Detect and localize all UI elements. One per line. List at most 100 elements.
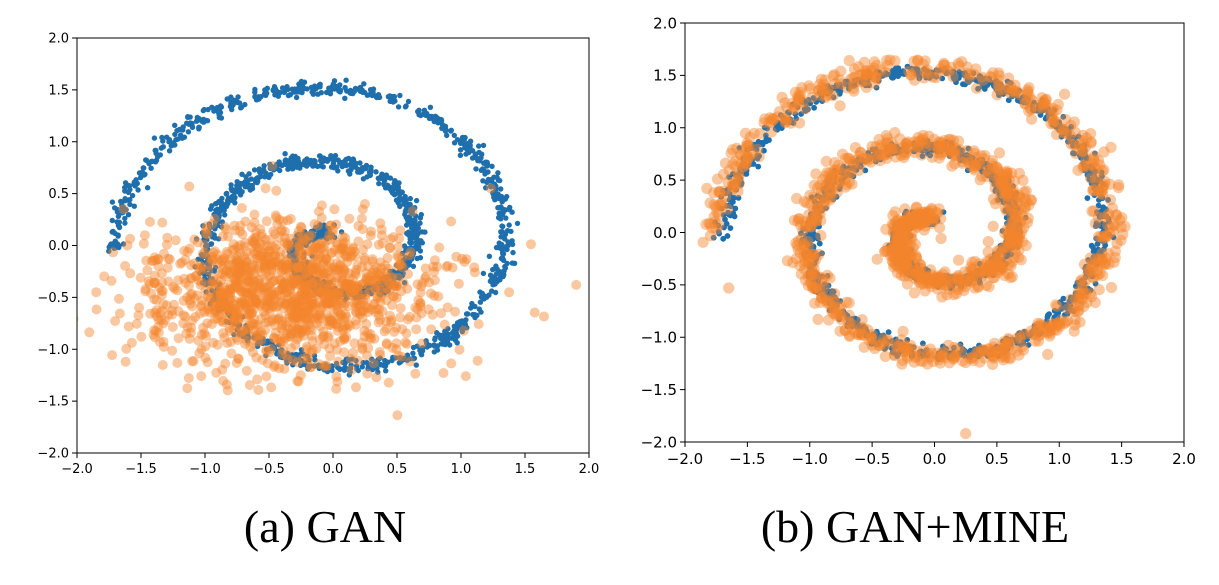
point-generated xyxy=(321,288,332,299)
point-generated xyxy=(194,348,205,359)
point-real xyxy=(480,142,487,149)
point-generated xyxy=(308,307,319,318)
point-generated xyxy=(262,247,272,258)
point-generated xyxy=(274,363,285,374)
point-generated xyxy=(360,293,371,304)
point-generated xyxy=(222,385,233,396)
point-generated xyxy=(136,331,147,342)
point-generated xyxy=(322,315,333,326)
series-generated xyxy=(77,161,582,421)
y-tick-label: 2.0 xyxy=(48,32,69,47)
point-real xyxy=(359,294,365,300)
point-generated xyxy=(299,312,310,323)
point-generated xyxy=(217,263,228,274)
point-generated xyxy=(230,277,241,288)
point-generated xyxy=(412,304,423,315)
point-real xyxy=(311,87,317,94)
point-real xyxy=(459,137,465,143)
point-generated xyxy=(219,299,230,310)
point-generated xyxy=(352,260,363,271)
point-generated xyxy=(207,218,218,229)
point-real xyxy=(288,162,294,169)
point-generated xyxy=(259,282,270,293)
point-generated xyxy=(210,298,220,309)
point-generated xyxy=(254,275,265,286)
point-real xyxy=(486,253,493,259)
point-real xyxy=(245,327,251,333)
point-generated xyxy=(275,247,286,257)
point-real xyxy=(212,235,218,241)
point-real xyxy=(413,197,420,204)
point-generated xyxy=(242,270,253,281)
point-generated xyxy=(284,331,295,342)
point-generated xyxy=(267,286,277,297)
point-generated xyxy=(331,219,342,230)
point-generated xyxy=(370,307,381,317)
point-generated xyxy=(163,276,174,287)
point-generated xyxy=(504,287,515,298)
point-generated xyxy=(358,295,368,306)
point-real xyxy=(407,195,413,202)
point-generated xyxy=(292,230,303,241)
point-real xyxy=(361,81,367,87)
point-generated xyxy=(281,264,292,274)
point-generated xyxy=(259,262,270,272)
point-real xyxy=(196,124,202,131)
point-real xyxy=(434,330,440,336)
point-real xyxy=(271,346,278,352)
point-generated xyxy=(382,252,393,263)
point-generated xyxy=(151,311,162,322)
point-generated xyxy=(131,318,142,329)
point-generated xyxy=(392,410,403,421)
point-generated xyxy=(236,274,247,285)
point-generated xyxy=(312,220,323,231)
point-generated xyxy=(346,365,357,376)
point-generated xyxy=(362,275,373,286)
point-real xyxy=(395,200,401,206)
point-generated xyxy=(239,251,250,262)
point-real xyxy=(277,89,283,96)
point-generated xyxy=(314,249,325,260)
point-generated xyxy=(425,288,436,299)
point-real xyxy=(285,92,292,99)
point-generated xyxy=(210,307,221,318)
point-generated xyxy=(240,312,251,323)
point-generated xyxy=(343,284,353,295)
point-real xyxy=(489,163,495,169)
point-generated xyxy=(220,224,231,235)
point-generated xyxy=(366,226,377,237)
point-generated xyxy=(228,259,239,270)
point-generated xyxy=(394,259,405,270)
point-generated xyxy=(301,298,312,309)
point-generated xyxy=(246,308,257,319)
point-real xyxy=(139,169,146,175)
point-generated xyxy=(262,296,273,307)
point-generated xyxy=(339,265,349,276)
point-real xyxy=(413,222,419,228)
point-generated xyxy=(326,288,337,299)
point-real xyxy=(400,257,407,263)
point-real xyxy=(435,120,441,126)
point-real xyxy=(342,297,348,303)
point-generated xyxy=(150,326,161,337)
point-generated xyxy=(264,303,275,314)
point-generated xyxy=(282,254,293,265)
point-generated xyxy=(217,254,227,265)
point-generated xyxy=(318,267,329,278)
point-generated xyxy=(296,248,307,259)
point-generated xyxy=(120,356,131,367)
point-generated xyxy=(239,260,250,271)
point-generated xyxy=(304,230,315,241)
point-real xyxy=(289,262,295,268)
point-generated xyxy=(332,376,343,387)
x-tick-label: 0.5 xyxy=(387,462,408,477)
point-generated xyxy=(107,350,118,361)
point-generated xyxy=(317,332,328,342)
point-generated xyxy=(351,302,362,312)
point-generated xyxy=(361,275,372,286)
point-generated xyxy=(393,241,404,252)
point-generated xyxy=(240,287,251,298)
point-generated xyxy=(114,293,124,304)
point-generated xyxy=(261,344,272,355)
point-generated xyxy=(168,299,179,310)
